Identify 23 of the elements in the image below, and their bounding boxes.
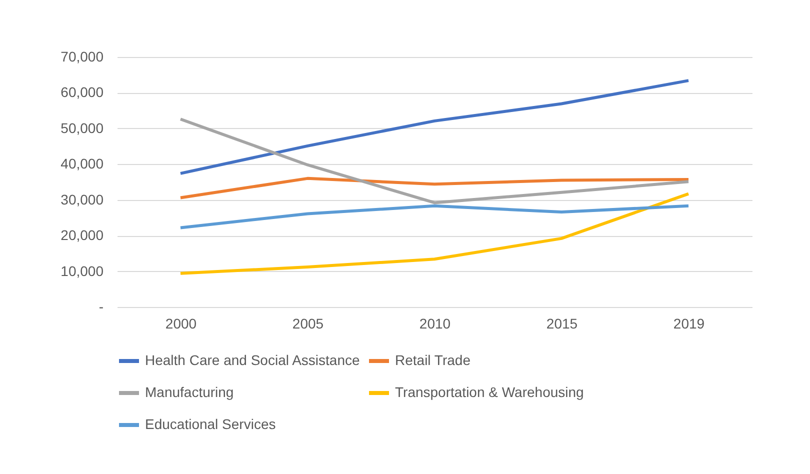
line-series xyxy=(179,192,690,275)
x-tick-label: 2019 xyxy=(673,316,705,332)
legend-label: Manufacturing xyxy=(145,384,234,400)
y-tick-label: 70,000 xyxy=(60,48,104,64)
line-series xyxy=(179,176,690,200)
legend-label: Educational Services xyxy=(145,416,276,432)
y-tick-label: 60,000 xyxy=(60,84,104,100)
y-tick-label: 30,000 xyxy=(60,191,104,208)
line-series xyxy=(179,79,690,175)
y-tick-label: 40,000 xyxy=(60,156,104,172)
y-tick-label: 20,000 xyxy=(60,227,104,244)
x-tick-label: 2010 xyxy=(419,316,451,332)
legend-label: Retail Trade xyxy=(395,352,471,368)
x-tick-label: 2005 xyxy=(292,316,324,332)
x-tick-label: 2015 xyxy=(546,316,578,332)
line-series xyxy=(179,204,690,230)
legend-label: Transportation & Warehousing xyxy=(395,384,584,400)
line-series xyxy=(179,118,690,204)
y-tick-label: 50,000 xyxy=(60,120,104,136)
y-tick-label: 10,000 xyxy=(60,262,104,279)
x-tick-label: 2000 xyxy=(165,316,197,332)
legend-label: Health Care and Social Assistance xyxy=(145,352,360,368)
y-tick-label: - xyxy=(98,298,104,314)
